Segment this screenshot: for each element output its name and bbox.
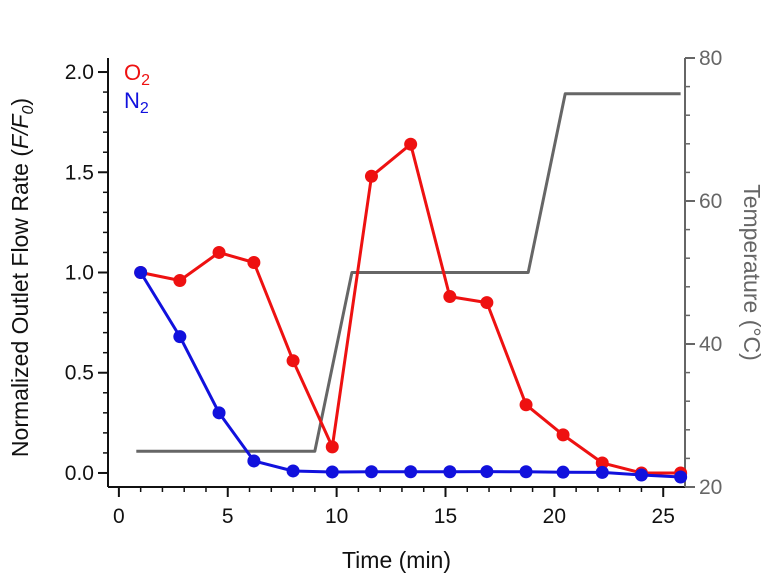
n2-data-point — [480, 465, 494, 479]
n2-data-point — [325, 465, 339, 479]
y-left-title-text: Normalized Outlet Flow Rate ( — [7, 149, 33, 457]
y-left-axis-title: Normalized Outlet Flow Rate (F/F0) — [7, 98, 37, 457]
n2-data-point — [404, 465, 418, 479]
y-left-title-subscript: 0 — [20, 106, 37, 115]
o2-data-point — [364, 169, 378, 183]
n2-data-point — [556, 465, 570, 479]
y-right-tick-label: 80 — [699, 47, 722, 70]
o2-data-point — [595, 456, 609, 470]
legend-label-subscript: 2 — [141, 72, 150, 89]
o2-data-point — [404, 137, 418, 151]
x-tick-label: 25 — [652, 505, 675, 528]
o2-data-point — [443, 290, 457, 304]
temperature-series-line — [136, 92, 681, 453]
y-right-tick-label: 40 — [699, 333, 722, 356]
y-left-tick-label: 0.0 — [65, 462, 94, 485]
o2-data-point — [286, 354, 300, 368]
o2-data-point — [480, 296, 494, 310]
n2-data-point — [519, 465, 533, 479]
y-left-tick-label: 2.0 — [65, 61, 94, 84]
legend-label-base: N — [124, 88, 140, 113]
n2-data-point — [595, 465, 609, 479]
x-tick-label: 20 — [543, 505, 566, 528]
x-tick-label: 0 — [113, 505, 125, 528]
o2-data-point — [556, 428, 570, 442]
legend-label-base: O — [124, 60, 141, 85]
y-left-tick-label: 0.5 — [65, 362, 94, 385]
n2-data-point — [212, 406, 226, 420]
n2-data-point — [634, 468, 648, 482]
n2-data-point — [134, 266, 148, 279]
o2-data-point — [247, 255, 261, 269]
n2-data-point — [247, 454, 261, 468]
o2-data-point — [325, 440, 339, 454]
y-right-axis-title: Temperature (°C) — [739, 184, 765, 361]
y-left-title-italic: F/F — [7, 113, 33, 149]
o2-data-point — [519, 398, 533, 412]
legend-label-subscript: 2 — [140, 100, 149, 117]
axis-titles: Time (min) Normalized Outlet Flow Rate (F… — [7, 98, 765, 573]
axes-layer: 0 5 10 15 20 25 0.0 0.5 1.0 1.5 2.0 20 40 60 80 — [65, 47, 723, 528]
legend-entry-o2: O2 — [124, 60, 150, 89]
n2-data-point — [674, 470, 688, 484]
n2-data-point — [286, 464, 300, 478]
n2-data-point — [443, 465, 457, 479]
flow-series — [134, 137, 688, 484]
x-axis-title: Time (min) — [342, 547, 451, 573]
o2-series-line — [140, 142, 681, 475]
y-left-title-close: ) — [7, 98, 33, 106]
n2-series-line — [139, 271, 681, 479]
x-tick-label: 15 — [434, 505, 457, 528]
n2-data-point — [364, 465, 378, 479]
o2-data-point — [173, 274, 187, 288]
x-tick-label: 5 — [222, 505, 234, 528]
o2-data-point — [212, 245, 226, 259]
y-right-tick-label: 20 — [699, 476, 722, 499]
y-left-tick-label: 1.5 — [65, 161, 94, 184]
n2-data-point — [173, 330, 187, 344]
x-tick-label: 10 — [325, 505, 348, 528]
y-left-tick-label: 1.0 — [65, 262, 94, 285]
temperature-series — [136, 92, 681, 453]
legend-entry-n2: N2 — [124, 88, 149, 117]
y-right-tick-label: 60 — [699, 190, 722, 213]
